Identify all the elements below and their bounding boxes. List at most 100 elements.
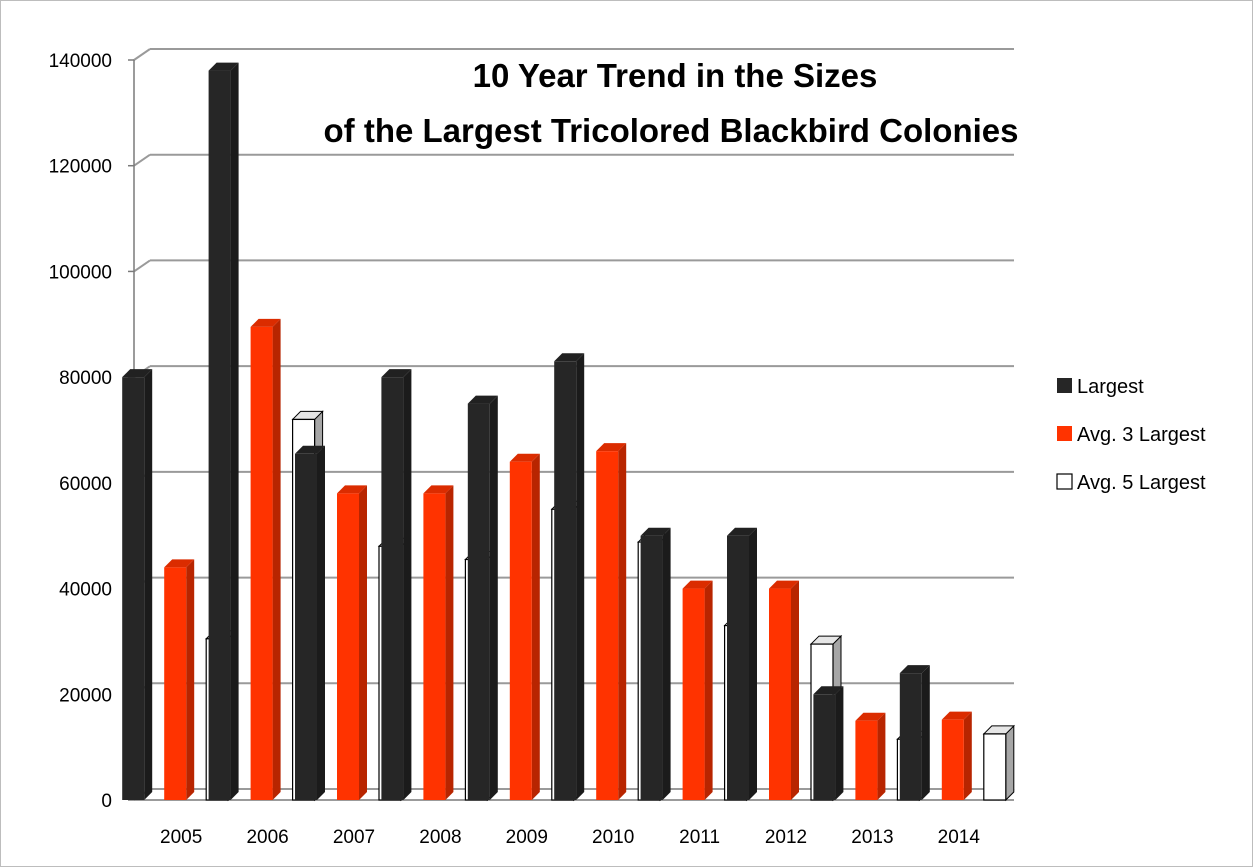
bar-2010-avg-3-largest <box>596 443 627 800</box>
bar-2014-largest <box>899 665 930 800</box>
bar-2006-avg-3-largest <box>250 318 281 800</box>
bar-front <box>554 361 577 800</box>
bar-2007-largest <box>295 445 325 800</box>
x-tick-label: 2008 <box>419 827 461 848</box>
bar-side <box>618 443 627 800</box>
x-tick-label: 2013 <box>851 827 893 848</box>
bar-top <box>381 369 412 378</box>
bar-side <box>230 62 239 801</box>
chart-title-line-1: 10 Year Trend in the Sizes <box>473 57 878 94</box>
bar-top <box>423 485 454 494</box>
x-tick-label: 2005 <box>160 827 202 848</box>
y-tick-label: 60000 <box>59 474 112 495</box>
y-tick-label: 140000 <box>49 51 112 72</box>
bar-2009-avg-3-largest <box>509 453 540 800</box>
legend-label: Avg. 3 Largest <box>1077 424 1206 446</box>
bar-front <box>381 377 404 800</box>
legend-label: Avg. 5 Largest <box>1077 472 1206 494</box>
bar-top <box>941 711 972 720</box>
bar-side <box>835 686 844 800</box>
bar-2006-largest <box>208 62 239 801</box>
bar-side <box>576 353 585 800</box>
bar-front <box>250 326 273 800</box>
bar-side <box>359 485 367 800</box>
bar-side <box>445 485 454 800</box>
bar-2012-avg-3-largest <box>769 580 799 800</box>
y-tick-label: 20000 <box>59 685 112 706</box>
bar-top <box>250 318 281 327</box>
bar-front <box>640 535 663 800</box>
bar-2012-largest <box>727 527 757 800</box>
bar-front <box>983 733 1007 801</box>
bar-top <box>640 527 671 536</box>
bar-2007-avg-3-largest <box>337 485 367 800</box>
bar-front <box>596 451 619 800</box>
x-tick-label: 2010 <box>592 827 634 848</box>
bar-top <box>727 527 757 536</box>
bar-top <box>208 62 239 71</box>
bar-side <box>963 711 972 800</box>
bar-2009-largest <box>467 395 498 800</box>
bar-2005-largest <box>122 369 153 800</box>
bar-front <box>899 673 922 800</box>
bar-top <box>855 712 886 721</box>
bar-front <box>208 70 231 801</box>
bar-front <box>727 535 749 800</box>
bar-layer <box>122 62 1016 802</box>
bar-2008-avg-3-largest <box>423 485 454 800</box>
bar-2014-avg-3-largest <box>941 711 972 800</box>
x-tick-label: 2009 <box>506 827 548 848</box>
bar-front <box>164 567 187 800</box>
bar-top <box>899 665 930 674</box>
bar-side <box>186 559 195 800</box>
legend-swatch <box>1056 473 1073 490</box>
bar-top <box>813 686 844 695</box>
bar-2010-largest <box>554 353 585 800</box>
legend-item-avg-3-largest: Avg. 3 Largest <box>1057 424 1206 446</box>
y-tick-label: 100000 <box>49 262 112 283</box>
bar-top <box>769 580 799 589</box>
y-tick-label: 40000 <box>59 580 112 601</box>
bar-2008-largest <box>381 369 412 800</box>
bar-side <box>877 712 886 800</box>
legend-swatch <box>1057 426 1072 441</box>
bar-side <box>791 580 799 800</box>
legend-item-avg-5-largest: Avg. 5 Largest <box>1056 472 1206 494</box>
bar-top <box>467 395 498 404</box>
bar-front <box>509 461 532 800</box>
bar-side <box>662 527 671 800</box>
bar-front <box>855 720 878 800</box>
bar-front <box>467 403 490 800</box>
x-tick-label: 2012 <box>765 827 807 848</box>
bar-2013-avg-3-largest <box>855 712 886 800</box>
bar-top <box>295 445 325 454</box>
bar-top <box>509 453 540 462</box>
bar-top <box>122 369 153 378</box>
bar-side <box>317 445 325 800</box>
bar-front <box>295 453 317 800</box>
gridline-side <box>133 48 151 61</box>
bar-top <box>164 559 195 568</box>
x-tick-label: 2011 <box>679 827 720 848</box>
x-tick-label: 2007 <box>333 827 375 848</box>
bar-top <box>337 485 367 494</box>
bar-front <box>813 694 836 800</box>
bar-front <box>337 493 359 800</box>
chart-title: 10 Year Trend in the Sizes of the Larges… <box>324 57 1019 149</box>
bar-front <box>122 377 145 800</box>
bar-front <box>941 719 964 800</box>
bar-side <box>749 527 757 800</box>
bar-2011-largest <box>640 527 671 800</box>
bar-2013-largest <box>813 686 844 800</box>
y-tick-label: 120000 <box>49 157 112 178</box>
bar-top <box>682 580 713 589</box>
x-tick-label: 2006 <box>246 827 288 848</box>
x-tick-label: 2014 <box>938 827 981 848</box>
bar-front <box>769 588 791 800</box>
bar-2014-avg-5-largest <box>982 724 1016 802</box>
gridline-side <box>133 259 151 273</box>
bar-side <box>489 395 498 800</box>
bar-side <box>272 318 281 800</box>
